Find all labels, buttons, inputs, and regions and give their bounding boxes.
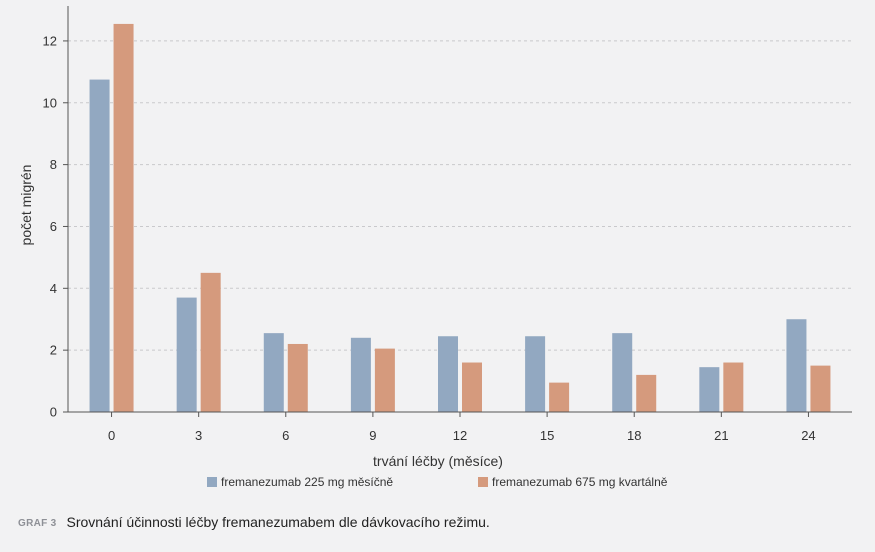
caption-tag: GRAF 3	[18, 518, 57, 529]
x-tick-label: 6	[282, 428, 289, 443]
bar-series-1-cat-12	[438, 336, 458, 412]
bar-series-2-cat-24	[810, 365, 831, 412]
x-tick-label: 24	[801, 428, 815, 443]
legend-swatch-1	[207, 477, 217, 487]
bar-series-2-cat-6	[287, 343, 308, 412]
bar-series-2-cat-21	[723, 362, 744, 412]
x-tick-label: 12	[453, 428, 467, 443]
y-tick-label: 8	[50, 157, 57, 172]
x-tick-label: 15	[540, 428, 554, 443]
y-tick-label: 12	[43, 33, 57, 48]
x-tick-label: 3	[195, 428, 202, 443]
x-tick-label: 9	[369, 428, 376, 443]
figure-caption: GRAF 3 Srovnání účinnosti léčby fremanezu…	[18, 514, 490, 532]
legend-label-1: fremanezumab 225 mg měsíčně	[221, 475, 393, 489]
bar-series-1-cat-9	[350, 337, 371, 412]
bars	[89, 23, 831, 413]
legend: fremanezumab 225 mg měsíčně fremanezumab …	[207, 475, 668, 489]
bar-series-2-cat-12	[462, 362, 482, 412]
y-tick-label: 10	[43, 95, 57, 110]
caption-text: Srovnání účinnosti léčby fremanezumabem …	[66, 514, 490, 530]
bar-series-1-cat-15	[525, 336, 546, 412]
y-axis-label: počet migrén	[18, 165, 34, 246]
bar-series-1-cat-18	[612, 333, 633, 412]
x-tick-label: 0	[108, 428, 115, 443]
bar-series-1-cat-24	[786, 319, 807, 412]
x-tick-label: 18	[627, 428, 641, 443]
bar-series-2-cat-9	[374, 348, 395, 412]
x-axis-label: trvání léčby (měsíce)	[373, 453, 503, 469]
legend-label-2: fremanezumab 675 mg kvartálně	[492, 475, 668, 489]
bar-series-1-cat-6	[263, 333, 284, 412]
bar-series-2-cat-15	[549, 382, 570, 412]
legend-swatch-2	[478, 477, 488, 487]
y-tick-label: 2	[50, 343, 57, 358]
bar-series-1-cat-21	[699, 367, 720, 412]
y-tick-label: 0	[50, 405, 57, 420]
bar-series-2-cat-18	[636, 374, 657, 412]
bar-series-1-cat-0	[89, 79, 110, 413]
bar-series-2-cat-3	[200, 272, 221, 412]
grid-lines	[68, 40, 852, 351]
bar-series-1-cat-3	[176, 297, 197, 412]
y-tick-label: 6	[50, 219, 57, 234]
x-tick-label: 21	[714, 428, 728, 443]
bar-series-2-cat-0	[113, 23, 134, 413]
y-tick-label: 4	[50, 281, 57, 296]
chart-container: 0 2 4 6 8 10 12 0 3 6 9 12 15 18 21 24 počet migrén trv…	[18, 6, 852, 489]
